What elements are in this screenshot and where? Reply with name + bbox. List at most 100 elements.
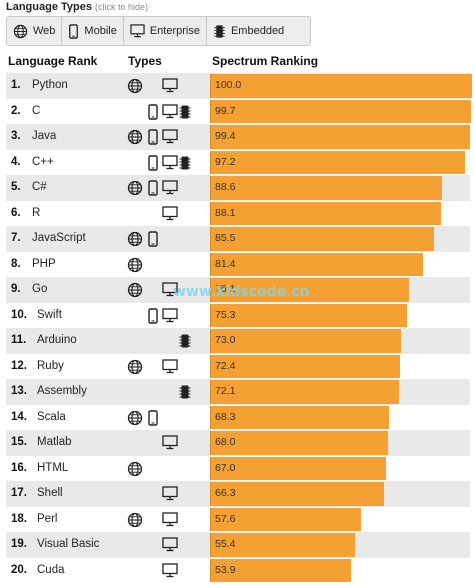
table-row[interactable]: 16. HTML 67.0 (6, 456, 470, 482)
ranking-bar (210, 201, 441, 225)
chip-icon (179, 105, 191, 118)
type-icon-slot (162, 435, 178, 455)
type-icon-slot (127, 512, 143, 533)
table-row[interactable]: 20. Cuda 53.9 (6, 558, 470, 584)
ranking-value: 73.0 (215, 334, 236, 346)
table-row[interactable]: 7. JavaScript 85.5 (6, 226, 470, 252)
chip-icon (179, 156, 191, 169)
language-name[interactable]: Matlab (37, 436, 72, 448)
language-name[interactable]: Visual Basic (37, 538, 100, 550)
table-row[interactable]: 17. Shell 66.3 (6, 481, 470, 507)
type-icon-slot (162, 205, 178, 226)
language-name[interactable]: Go (32, 283, 48, 295)
globe-icon (127, 512, 143, 527)
filter-embedded-label: Embedded (230, 25, 285, 37)
language-name[interactable]: Shell (37, 487, 63, 499)
column-header-types[interactable]: Types (128, 54, 162, 68)
monitor-icon (162, 486, 178, 501)
language-name[interactable]: C# (32, 181, 47, 193)
hide-hint[interactable]: (click to hide) (94, 2, 148, 12)
language-name[interactable]: C++ (32, 155, 54, 168)
table-row[interactable]: 15. Matlab 68.0 (6, 430, 470, 456)
language-name[interactable]: Python (32, 79, 68, 91)
table-row[interactable]: 11. Arduino 73.0 (6, 328, 470, 354)
type-icon-slot (162, 78, 178, 98)
rank-number: 4. (11, 155, 21, 168)
rank-number: 19. (11, 538, 27, 550)
language-name[interactable]: Swift (37, 308, 62, 321)
monitor-icon (162, 537, 178, 552)
monitor-icon (162, 180, 178, 195)
column-header-spectrum-ranking[interactable]: Spectrum Ranking (212, 54, 319, 68)
monitor-icon (162, 282, 178, 297)
language-name[interactable]: Perl (37, 512, 58, 525)
table-row[interactable]: 2. C 99.7 (6, 99, 471, 125)
filter-embedded-button[interactable]: Embedded (207, 17, 290, 45)
ranking-value: 55.4 (215, 538, 236, 550)
language-name[interactable]: Scala (37, 410, 66, 423)
table-row[interactable]: 4. C++ 97.2 (6, 150, 470, 176)
type-icon-slot (148, 154, 158, 176)
type-filter-group: Web Mobile Enterprise Embedded (6, 16, 311, 46)
table-row[interactable]: 13. Assembly 72.1 (6, 379, 470, 405)
filter-mobile-button[interactable]: Mobile (62, 17, 124, 45)
table-header: Language Rank Types Spectrum Ranking (0, 50, 474, 72)
globe-icon (127, 231, 143, 247)
language-name[interactable]: Cuda (37, 563, 65, 576)
language-name[interactable]: Java (32, 130, 57, 142)
ranking-bar (210, 380, 399, 404)
table-row[interactable]: 12. Ruby 72.4 (6, 354, 470, 380)
ranking-bar (210, 125, 470, 149)
globe-icon (127, 257, 143, 272)
rank-number: 7. (11, 232, 21, 244)
language-name[interactable]: R (32, 206, 41, 219)
watermark: www.kidscode.cn (173, 284, 310, 300)
chip-icon (179, 385, 191, 399)
chip-icon (214, 24, 225, 38)
language-name[interactable]: PHP (32, 257, 56, 270)
ranking-bar (210, 507, 361, 531)
mobile-icon (69, 23, 79, 39)
rank-number: 3. (11, 130, 21, 142)
language-name[interactable]: JavaScript (32, 232, 86, 244)
rank-number: 20. (11, 563, 27, 576)
table-row[interactable]: 14. Scala 68.3 (6, 405, 470, 431)
ranking-bar (210, 303, 407, 327)
ranking-bar (210, 482, 384, 506)
table-row[interactable]: 3. Java 99.4 (6, 124, 470, 150)
monitor-icon (162, 562, 178, 577)
ranking-value: 88.6 (215, 181, 236, 193)
filter-web-button[interactable]: Web (7, 17, 63, 45)
language-name[interactable]: Assembly (37, 385, 87, 397)
type-icon-slot (162, 129, 178, 149)
language-name[interactable]: Ruby (37, 359, 64, 372)
table-row[interactable]: 5. C# 88.6 (6, 175, 470, 201)
filter-enterprise-button[interactable]: Enterprise (124, 17, 207, 45)
rank-number: 2. (11, 104, 21, 117)
table-row[interactable]: 18. Perl 57.6 (6, 507, 470, 533)
rank-number: 6. (11, 206, 21, 219)
table-row[interactable]: 9. Go 76.1 (6, 277, 470, 303)
ranking-value: 100.0 (215, 79, 242, 91)
language-name[interactable]: Arduino (37, 334, 77, 346)
ranking-bar (210, 533, 355, 557)
mobile-icon (148, 231, 158, 247)
mobile-icon (148, 129, 158, 145)
table-row[interactable]: 1. Python 100.0 (6, 73, 472, 99)
table-row[interactable]: 19. Visual Basic 55.4 (6, 532, 470, 558)
column-header-rank[interactable]: Language Rank (8, 54, 98, 68)
monitor-icon (162, 205, 178, 220)
table-row[interactable]: 10. Swift 75.3 (6, 303, 470, 329)
ranking-value: 76.1 (215, 283, 236, 295)
language-types-heading[interactable]: Language Types (click to hide) (6, 1, 148, 13)
rank-number: 17. (11, 487, 27, 499)
mobile-icon (148, 409, 158, 426)
chip-icon (179, 334, 191, 348)
ranking-value: 68.3 (215, 410, 236, 423)
rank-number: 10. (11, 308, 27, 321)
language-name[interactable]: HTML (37, 461, 69, 474)
monitor-icon (162, 435, 178, 450)
table-row[interactable]: 8. PHP 81.4 (6, 252, 470, 278)
table-row[interactable]: 6. R 88.1 (6, 201, 470, 227)
language-name[interactable]: C (32, 104, 41, 117)
